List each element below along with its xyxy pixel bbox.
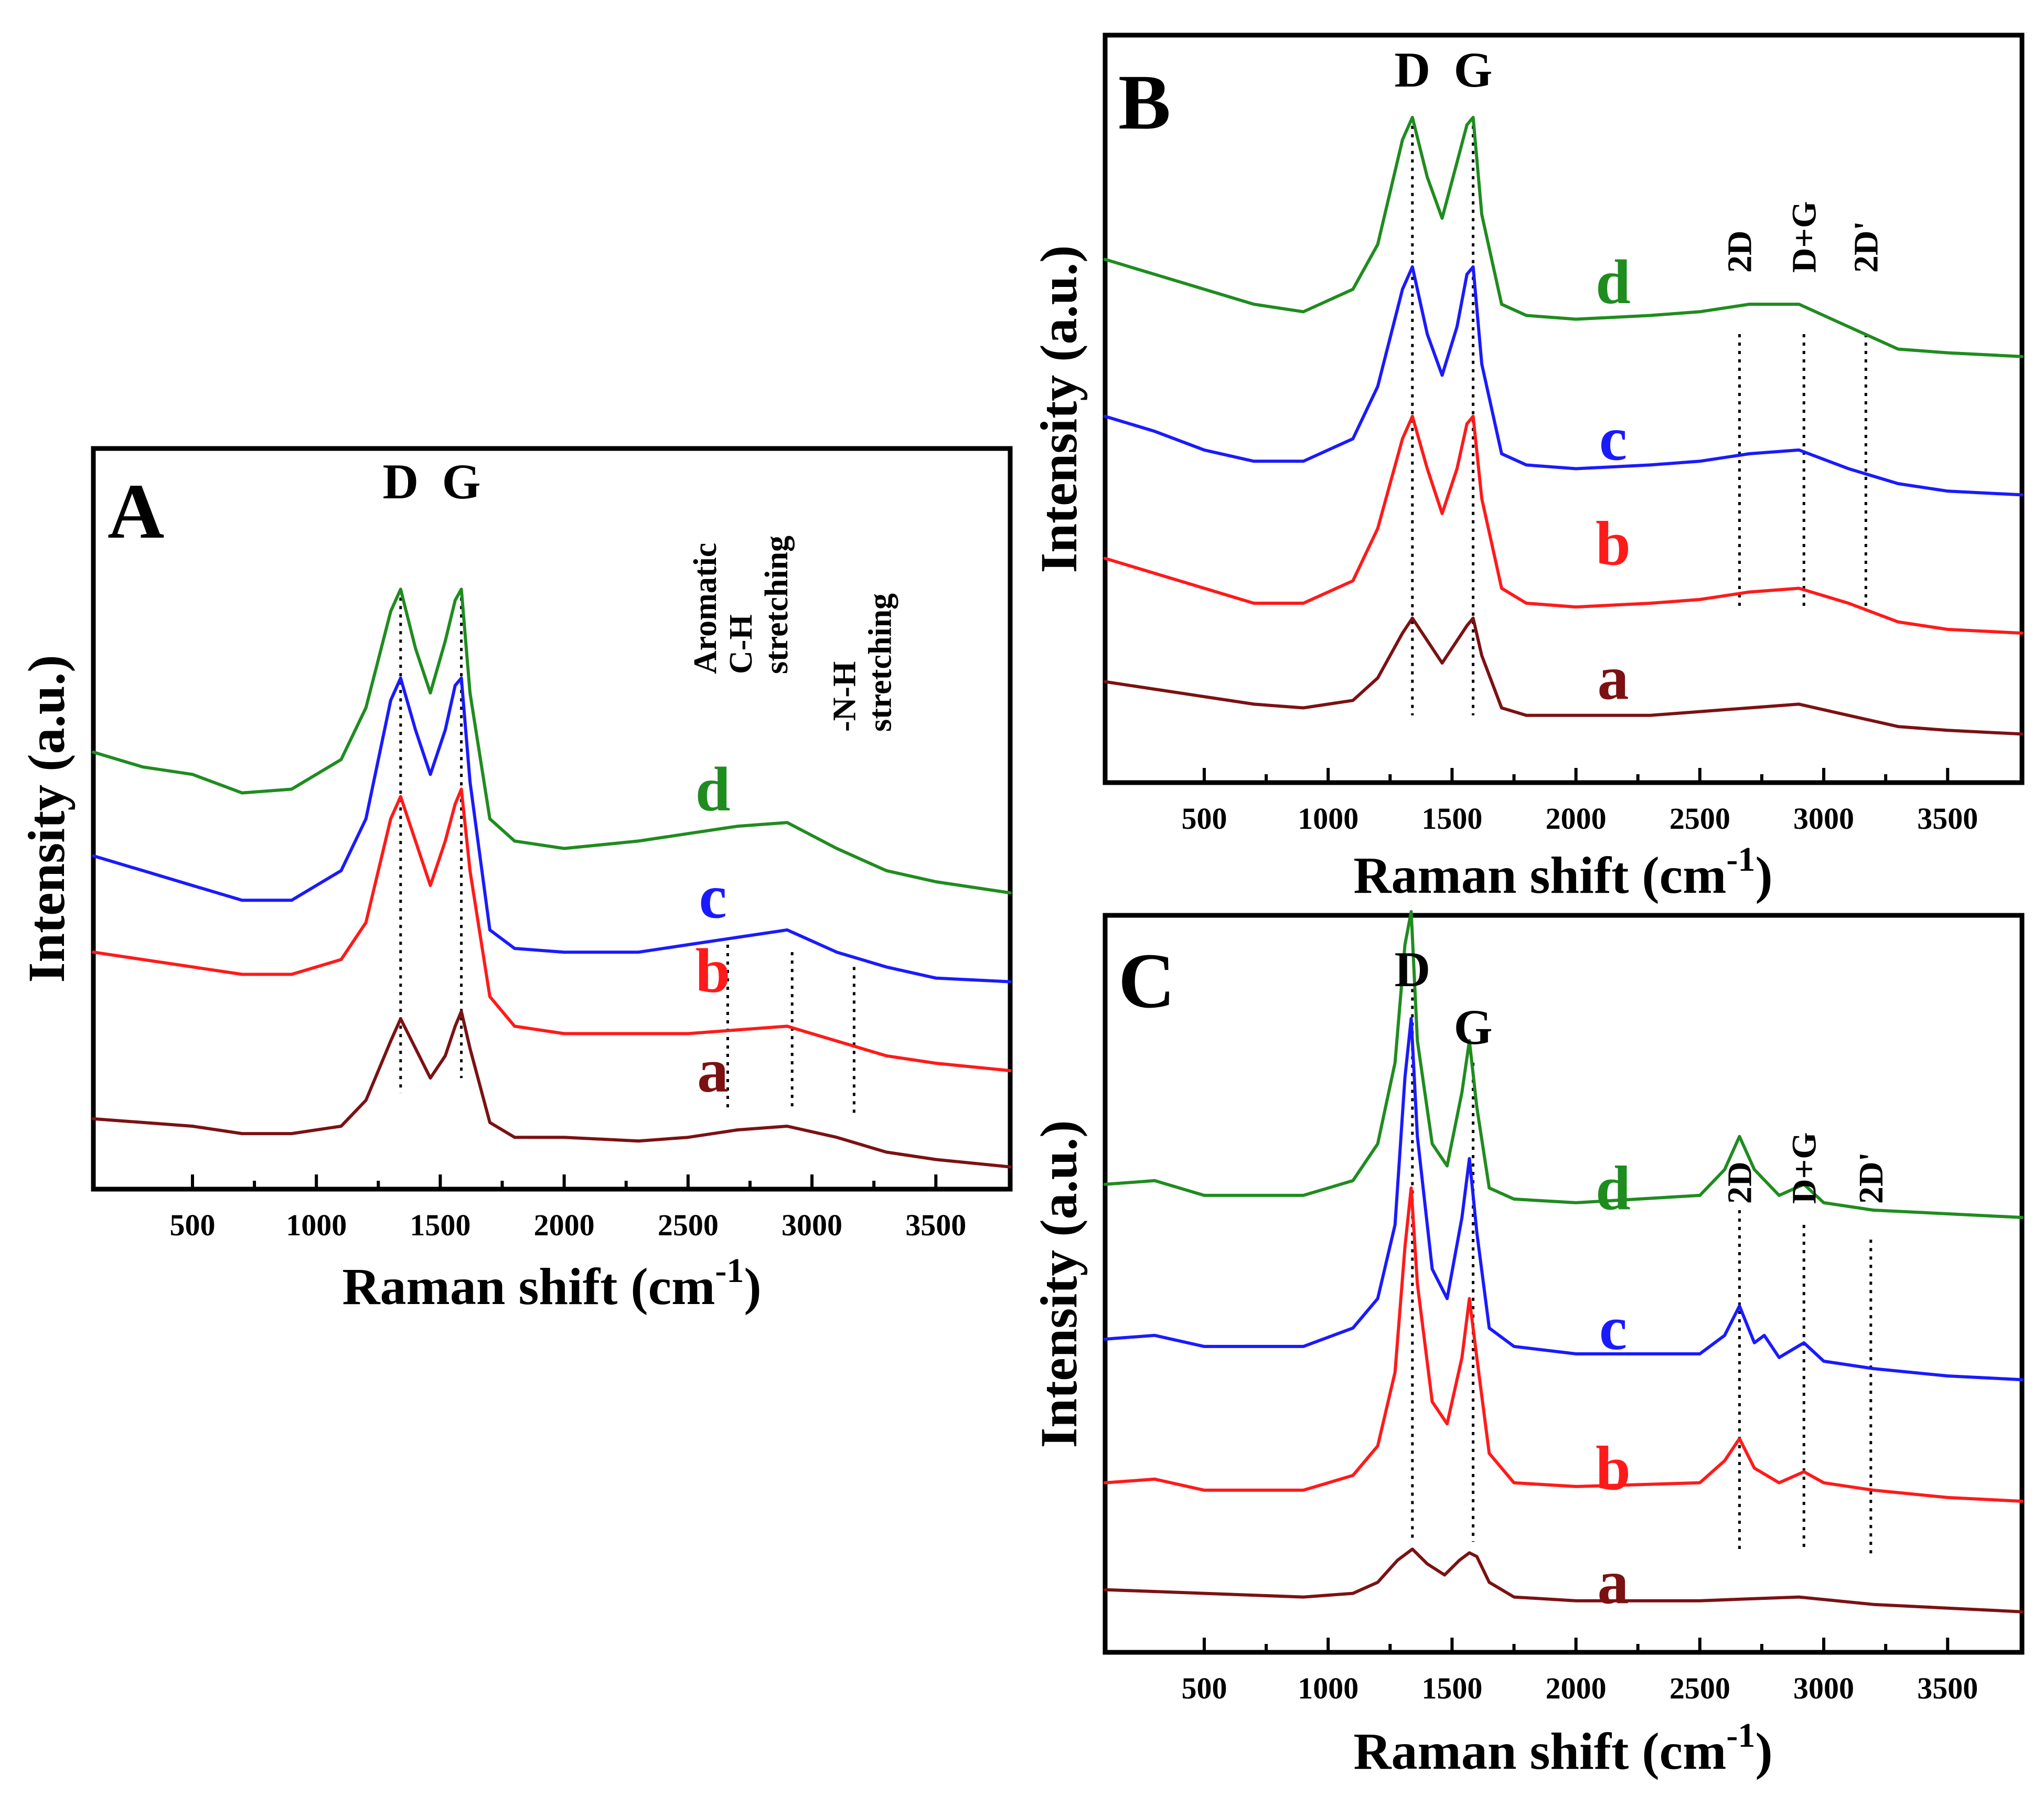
panel-a-letter: A [108,468,164,555]
panel-a-xlabel: Raman shift (cm-1) [342,1252,761,1316]
panel-b-series-c [1104,265,2024,497]
panel-c-guides [1411,989,1872,1557]
panel-b-letter: B [1118,59,1171,146]
panel-b-series-label-c: c [1599,404,1627,474]
panel-a-frame [91,446,1013,1192]
panel-b-frame [1103,33,2025,785]
panel-a-tick-label-2500: 2500 [658,1208,719,1242]
panel-b-band-label: 2D [1720,230,1759,273]
panel-c-frame [1103,913,2025,1655]
panel-c-series-label-b: b [1596,1433,1631,1503]
panel-c-peak-labels: DG [1395,942,1493,1055]
panel-c-tick-label-1500: 1500 [1421,1671,1482,1705]
panel-b-tick-label-3000: 3000 [1793,802,1854,836]
panel-b-series-label-a: a [1597,643,1629,713]
panel-b-series-labels: abc d [1596,247,1631,712]
panel-c-series-d [1104,910,2024,1219]
panel-c-series-c [1104,1017,2024,1382]
panel-b-band-labels: 2D D+G 2D' [1720,201,1885,273]
panel-a-annotation-0-line-0: Aromatic [688,543,723,674]
panel-b-xlabel: Raman shift (cm-1) [1353,840,1772,904]
panel-a-x-ticks: 500 1000 1500 2000 2500 3000 3500 [169,1174,966,1242]
panel-c-tick-label-2000: 2000 [1546,1671,1607,1705]
panel-b-tick-label-2000: 2000 [1546,802,1607,836]
panel-c-series-label-d: d [1596,1153,1631,1223]
panel-c-x-ticks: 500 1000 1500 2000 2500 3000 3500 [1181,1638,1978,1705]
panel-a-series-a [92,1010,1012,1169]
panel-b-ylabel: Intensity (a.u.) [1030,245,1088,573]
panel-a-annotation-1-line-1: stretching [863,593,898,732]
panel-b-band-label: 2D' [1847,221,1885,273]
panel-b-series-b [1104,414,2024,635]
panel-c-band-label: D+G [1785,1132,1823,1204]
panel-a-series-b [92,787,1012,1073]
panel-a-annotations: Aromatic C-H stretching-N-H stretching [688,536,898,732]
panel-c-series-label-a: a [1597,1547,1629,1617]
panel-c-xlabel: Raman shift (cm-1) [1353,1716,1772,1780]
panel-a-series-d [92,587,1012,895]
panel-a-annotation-0-line-1: C-H [723,614,759,674]
panel-a-annotation-0-line-2: stretching [759,536,795,674]
panel-b-band-label: D+G [1785,201,1823,273]
panel-b-series [1104,115,2024,736]
panel-c-peak-label-D: D [1395,942,1431,997]
panel-a-ylabel: Intensity (a.u.) [17,655,76,982]
panel-a-peak-label-D: D [383,454,419,509]
panel-b-x-ticks: 500 1000 1500 2000 2500 3000 3500 [1181,768,1978,836]
panel-b-series-label-d: d [1596,247,1631,316]
panel-a-tick-label-3500: 3500 [905,1208,966,1242]
panel-c-tick-label-2500: 2500 [1670,1671,1730,1705]
panel-b-guides [1411,117,1867,715]
panel-a-tick-label-2000: 2000 [534,1208,595,1242]
panel-b-series-d [1104,115,2024,358]
panel-a-tick-label-3000: 3000 [782,1208,842,1242]
panel-a-series-label-d: d [695,754,731,824]
panel-c-peak-label-G: G [1454,999,1493,1055]
panel-b-peak-label-D: D [1395,42,1431,98]
panel-b-tick-label-500: 500 [1181,802,1227,836]
panel-b-tick-label-2500: 2500 [1670,802,1730,836]
panel-c-band-label: 2D [1720,1161,1759,1204]
panel-b-tick-label-1000: 1000 [1298,802,1358,836]
panel-c-series [1104,910,2024,1614]
panel-c-band-label: 2D' [1852,1152,1890,1204]
panel-a-series-label-b: b [695,935,731,1005]
panel-c-tick-label-3000: 3000 [1793,1671,1854,1705]
panel-b-tick-label-3500: 3500 [1917,802,1978,836]
panel-a-annotation-1-line-0: -N-H [827,661,863,732]
panel-a-guides [399,589,855,1115]
panel-a-series-label-a: a [697,1035,729,1105]
panel-b-peak-label-G: G [1454,42,1493,98]
panel-a-peak-label-G: G [442,454,481,509]
panel-a-tick-label-500: 500 [169,1208,215,1242]
panel-b-series-a [1104,616,2024,736]
panel-c-band-labels: 2D D+G 2D' [1720,1132,1890,1204]
panel-c-tick-label-1000: 1000 [1298,1671,1358,1705]
panel-c-tick-label-500: 500 [1181,1671,1227,1705]
panel-a-tick-label-1000: 1000 [286,1208,347,1242]
panel-a-tick-label-1500: 1500 [410,1208,470,1242]
panel-c-letter: C [1118,937,1175,1024]
panel-a-series-c [92,676,1012,984]
panel-c-series-b [1104,1186,2024,1503]
panel-c-series-a [1104,1547,2024,1614]
panel-b-series-label-b: b [1596,508,1631,578]
panel-c-ylabel: Intensity (a.u.) [1030,1120,1088,1448]
panel-c-series-label-c: c [1599,1293,1627,1363]
panel-b-tick-label-1500: 1500 [1421,802,1482,836]
panel-a-series-label-c: c [699,861,726,931]
panel-a-series [92,587,1012,1169]
panel-c-tick-label-3500: 3500 [1917,1671,1978,1705]
